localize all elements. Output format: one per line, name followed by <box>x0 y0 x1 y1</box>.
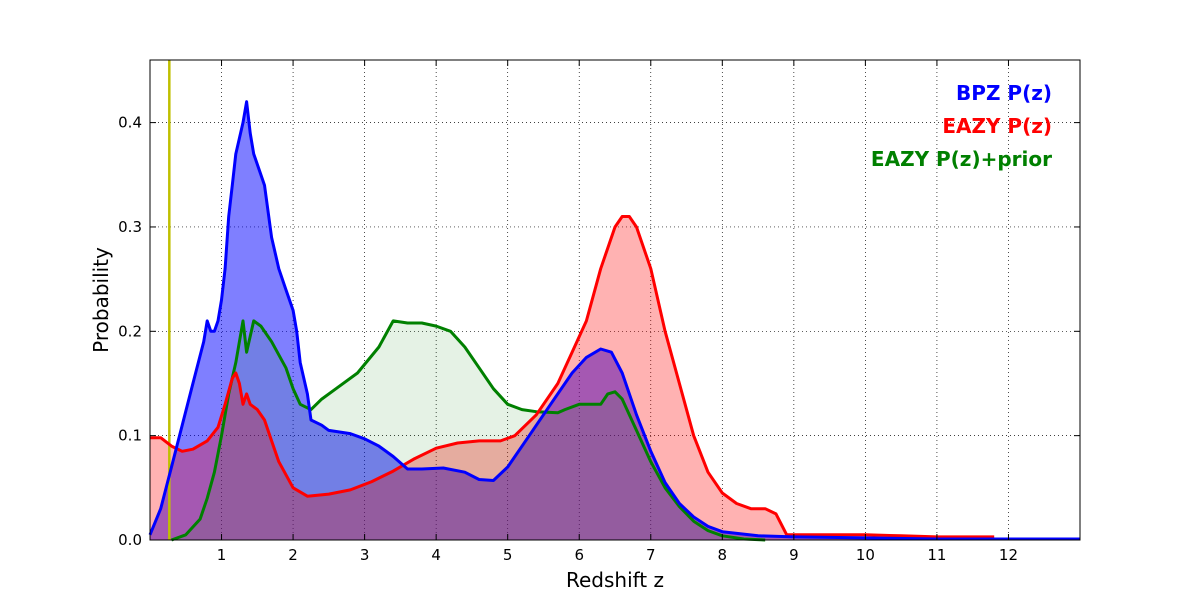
x-tick-label: 8 <box>718 546 728 564</box>
x-tick-label: 1 <box>217 546 227 564</box>
y-tick-label: 0.2 <box>118 322 142 340</box>
x-tick-label: 2 <box>288 546 298 564</box>
series-fill-2 <box>171 320 766 540</box>
series-line-2 <box>170 319 766 542</box>
legend: BPZ P(z) EAZY P(z) EAZY P(z)+prior <box>871 81 1052 171</box>
x-tick-label: 11 <box>927 546 946 564</box>
legend-entry: BPZ P(z) <box>956 81 1052 105</box>
x-tick-label: 12 <box>999 546 1018 564</box>
series-line-0 <box>148 100 1080 541</box>
axis-ticks: 1 2 3 4 5 6 7 8 9 10 11 120.00.10.20.30.4 <box>118 60 1080 564</box>
y-tick-label: 0.3 <box>118 218 142 236</box>
plot-frame <box>149 59 1081 541</box>
series-fill-1 <box>150 216 995 540</box>
y-tick-label: 0.4 <box>118 114 142 132</box>
x-tick-label: 5 <box>503 546 513 564</box>
y-tick-label: 0.1 <box>118 427 142 445</box>
series-fills <box>150 101 1080 540</box>
series-line-1 <box>150 215 995 539</box>
y-axis-label: Probability <box>89 247 113 353</box>
series-lines <box>148 100 1080 542</box>
legend-entry: EAZY P(z)+prior <box>871 147 1052 171</box>
x-tick-label: 3 <box>360 546 370 564</box>
y-tick-label: 0.0 <box>118 531 142 549</box>
x-tick-label: 4 <box>431 546 441 564</box>
x-tick-label: 10 <box>856 546 875 564</box>
series-fill-0 <box>150 101 1080 540</box>
x-tick-label: 6 <box>574 546 584 564</box>
x-tick-label: 7 <box>646 546 656 564</box>
x-axis-label: Redshift z <box>566 568 664 592</box>
legend-entry: EAZY P(z) <box>942 114 1052 138</box>
x-tick-label: 9 <box>789 546 799 564</box>
